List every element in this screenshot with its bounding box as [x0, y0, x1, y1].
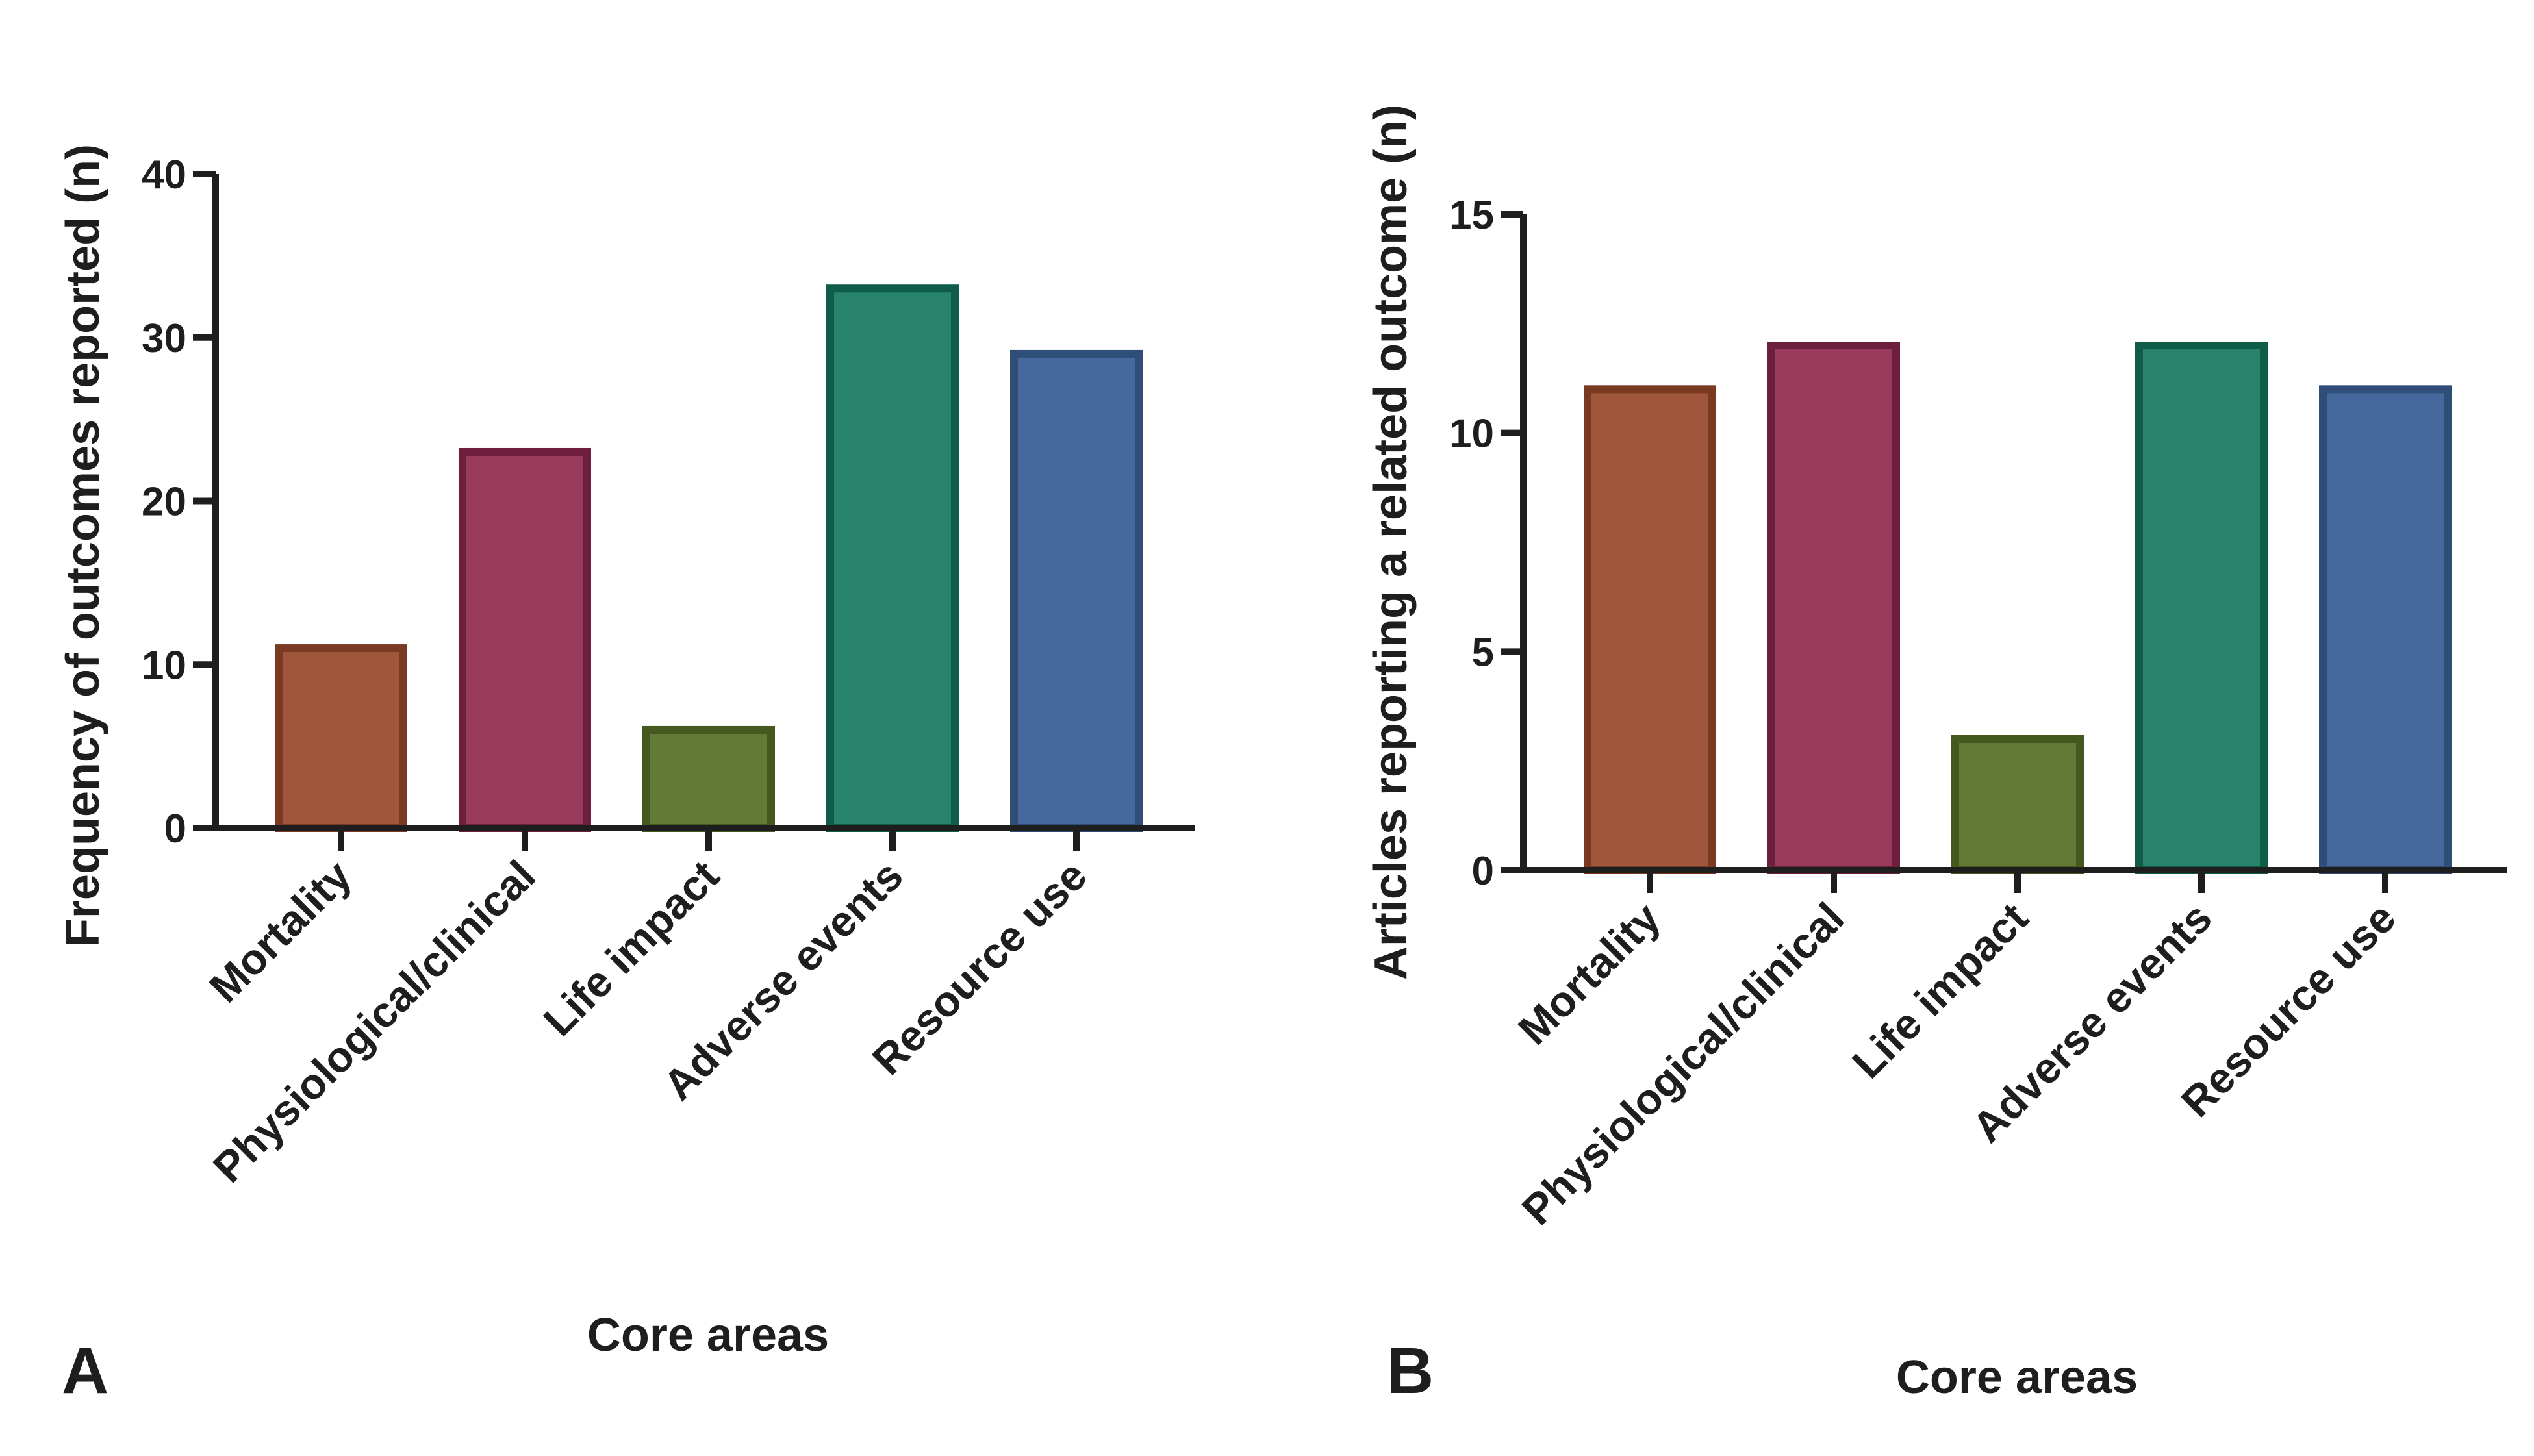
- panel-a-letter: A: [62, 1335, 108, 1407]
- panel-a-x-axis-title: Core areas: [587, 1309, 829, 1361]
- panel-a-chart: Frequency of outcomes reported (n) Core …: [57, 144, 1195, 1407]
- panel-a-bar: [275, 644, 407, 832]
- panel-a-bar: [642, 725, 775, 832]
- panel-b-y-tick-label: 5: [1472, 630, 1494, 675]
- panel-a-y-tick-label: 30: [142, 316, 186, 361]
- panel-a-category-label: Physiological/clinical: [204, 851, 544, 1192]
- panel-b-y-tick-label: 15: [1449, 193, 1494, 238]
- panel-b-ticks: [1501, 211, 2388, 893]
- panel-a-bar: [826, 284, 959, 833]
- panel-b-category-label: Mortality: [1509, 893, 1669, 1053]
- panel-a-y-tick-label: 20: [142, 480, 186, 525]
- panel-a-category-label: Mortality: [200, 851, 361, 1011]
- panel-b-category-label: Life impact: [1843, 894, 2037, 1088]
- panel-a-bars: [275, 284, 1143, 833]
- panel-a-y-tick-label: 10: [142, 643, 186, 688]
- panel-a-category-label: Life impact: [534, 851, 728, 1046]
- panel-b-axes: [1520, 214, 2507, 873]
- panel-b-bar: [2135, 342, 2268, 874]
- panel-b-y-tick-label: 10: [1449, 412, 1494, 457]
- panel-b-category-label: Physiological/clinical: [1513, 894, 1853, 1234]
- panel-a-bar: [1010, 349, 1143, 832]
- panel-b-bar: [1767, 342, 1900, 874]
- panel-a-bar: [459, 447, 591, 832]
- panel-a-ticks: [193, 171, 1080, 851]
- panel-a-y-tick-label: 0: [164, 807, 186, 851]
- panel-b-bar: [1951, 735, 2084, 874]
- panel-b-letter: B: [1387, 1335, 1434, 1407]
- panel-a-y-axis-title: Frequency of outcomes reported (n): [57, 144, 109, 947]
- panel-a-axes: [212, 174, 1195, 831]
- panel-b-bars: [1584, 342, 2452, 874]
- panel-b-bar: [1584, 385, 1716, 874]
- panel-b-chart: Articles reporting a related outcome (n)…: [1365, 105, 2507, 1407]
- panel-b-y-axis-title: Articles reporting a related outcome (n): [1365, 105, 1417, 980]
- panel-b-x-axis-title: Core areas: [1896, 1351, 2138, 1403]
- panel-b-bar: [2319, 385, 2452, 874]
- panel-a-y-tick-label: 40: [142, 153, 186, 197]
- panel-b-y-tick-label: 0: [1472, 849, 1494, 894]
